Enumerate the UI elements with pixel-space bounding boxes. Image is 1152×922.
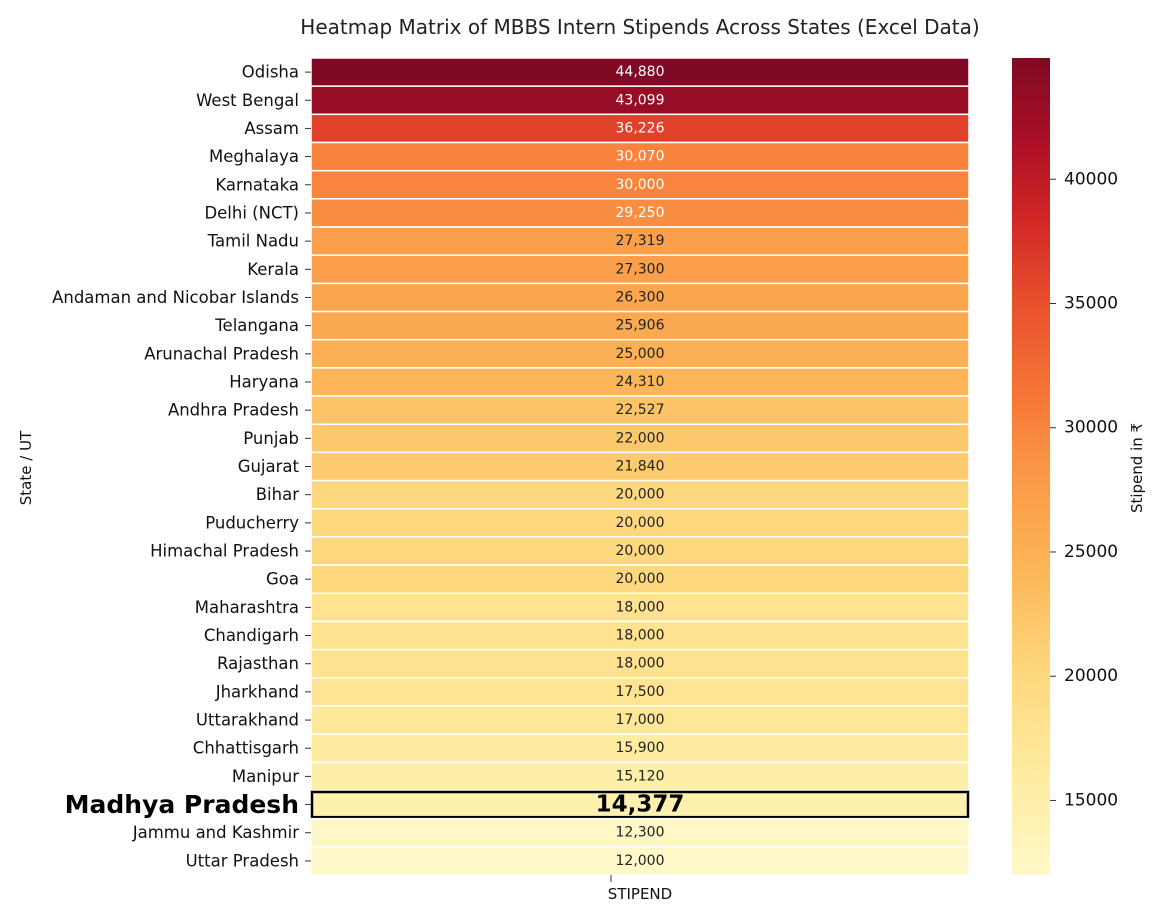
y-tick-label: Delhi (NCT) <box>204 203 299 222</box>
cell-value-label: 12,000 <box>616 853 665 869</box>
y-tick-label: Telangana <box>214 316 299 335</box>
cell-value-label: 25,000 <box>616 346 665 362</box>
heatmap-cell <box>310 677 970 707</box>
y-tick-label: Andhra Pradesh <box>168 401 299 420</box>
y-tick-label: Rajasthan <box>217 654 299 673</box>
y-tick-label: Karnataka <box>215 175 299 194</box>
colorbar-tick-label: 15000 <box>1064 790 1118 810</box>
y-tick-label: Puducherry <box>205 513 299 532</box>
y-tick-label: Tamil Nadu <box>207 232 299 251</box>
cell-value-label: 27,319 <box>616 233 665 249</box>
heatmap-cell <box>310 367 970 397</box>
cell-value-label: 43,099 <box>616 92 665 108</box>
y-tick-label: Assam <box>244 119 299 138</box>
y-tick-label: Haryana <box>229 372 299 391</box>
colorbar: 15000 20000 25000 30000 35000 40000 <box>1012 58 1118 875</box>
cell-value-label: 20,000 <box>616 487 665 503</box>
y-tick-label: Meghalaya <box>209 147 299 166</box>
x-tick-label: STIPEND <box>608 885 672 903</box>
heatmap-rows: Odisha 44,880 West Bengal 43,099 Assam 36,226… <box>52 57 970 876</box>
y-tick-label: West Bengal <box>196 91 299 110</box>
y-tick-label: Chhattisgarh <box>193 739 299 758</box>
y-tick-label: Uttar Pradesh <box>186 851 299 870</box>
colorbar-tick-label: 35000 <box>1064 293 1118 313</box>
cell-value-label: 26,300 <box>616 289 665 305</box>
cell-value-label: 30,070 <box>616 149 665 165</box>
cell-value-label: 12,300 <box>616 825 665 841</box>
heatmap-cell <box>310 733 970 764</box>
cell-value-label: 22,000 <box>616 430 665 446</box>
cell-value-label: 36,226 <box>616 120 665 136</box>
y-tick-label: Arunachal Pradesh <box>144 344 299 363</box>
y-tick-label: Odisha <box>242 63 299 82</box>
y-tick-label: Gujarat <box>238 457 300 476</box>
heatmap-cell <box>310 846 970 876</box>
cell-value-label: 15,120 <box>616 768 665 784</box>
cell-value-label: 22,527 <box>616 402 665 418</box>
y-tick-label: Andaman and Nicobar Islands <box>52 288 299 307</box>
heatmap-cell <box>310 508 970 538</box>
cell-value-label: 30,000 <box>616 177 665 193</box>
y-tick-label: Jammu and Kashmir <box>132 823 299 842</box>
cell-value-label: 20,000 <box>616 515 665 531</box>
cell-value-label: 17,000 <box>616 712 665 728</box>
y-tick-label: Madhya Pradesh <box>65 790 299 819</box>
cell-value-label: 25,906 <box>616 318 665 334</box>
cell-value-label: 44,880 <box>616 64 665 80</box>
cell-value-label: 29,250 <box>616 205 665 221</box>
cell-value-label: 18,000 <box>616 656 665 672</box>
colorbar-gradient <box>1012 58 1050 875</box>
cell-value-label: 27,300 <box>616 261 665 277</box>
cell-value-label: 15,900 <box>616 740 665 756</box>
cell-value-label: 17,500 <box>616 684 665 700</box>
y-tick-label: Goa <box>266 570 299 589</box>
colorbar-tick-label: 20000 <box>1064 666 1118 686</box>
heatmap-cell <box>310 648 970 679</box>
y-tick-label: Himachal Pradesh <box>150 542 299 561</box>
y-tick-label: Chandigarh <box>204 626 299 645</box>
colorbar-tick-label: 25000 <box>1064 542 1118 562</box>
cell-value-label: 24,310 <box>616 374 665 390</box>
y-axis-label: State / UT <box>17 430 35 505</box>
cell-value-label: 18,000 <box>616 599 665 615</box>
cell-value-label: 20,000 <box>616 571 665 587</box>
heatmap-cell <box>310 254 970 285</box>
heatmap-cell <box>310 198 970 228</box>
colorbar-tick-label: 40000 <box>1064 169 1118 189</box>
y-tick-label: Kerala <box>247 260 299 279</box>
colorbar-tick-label: 30000 <box>1064 418 1118 438</box>
highlight-box <box>310 790 970 819</box>
colorbar-label: Stipend in ₹ <box>1128 423 1146 513</box>
chart-title: Heatmap Matrix of MBBS Intern Stipends A… <box>300 15 979 39</box>
y-tick-label: Maharashtra <box>195 598 299 617</box>
y-tick-label: Jharkhand <box>215 682 299 701</box>
cell-value-label: 20,000 <box>616 543 665 559</box>
cell-value-label: 21,840 <box>616 459 665 475</box>
y-tick-label: Bihar <box>256 485 299 504</box>
y-tick-label: Punjab <box>243 429 299 448</box>
heatmap-cell <box>310 564 970 595</box>
heatmap-cell <box>310 85 970 116</box>
heatmap-cell <box>310 226 970 256</box>
cell-value-label: 14,377 <box>596 792 685 818</box>
y-tick-label: Manipur <box>232 767 299 786</box>
cell-value-label: 18,000 <box>616 628 665 644</box>
y-tick-label: Uttarakhand <box>196 711 299 730</box>
